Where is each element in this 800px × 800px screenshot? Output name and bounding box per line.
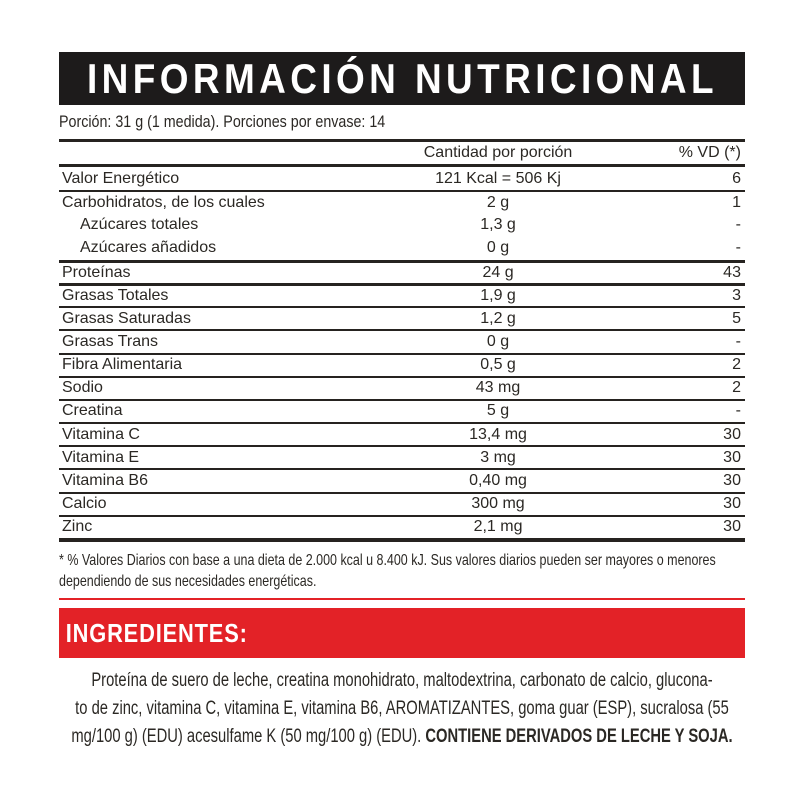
table-row: Azúcares totales 1,3 g - [59,213,745,236]
ingredients-title: INGREDIENTES: [65,617,248,648]
footnote-line: * % Valores Diarios con base a una dieta… [59,552,716,569]
row-vd-value: - [735,239,741,257]
row-nutrient-name: Proteínas [62,263,131,281]
table-header: Cantidad por porción % VD (*) [59,142,745,167]
row-amount-value: 0 g [486,332,510,350]
row-nutrient-name: Valor Energético [62,169,180,187]
row-nutrient-name: Azúcares totales [80,215,199,233]
row-amount-value: 0 g [486,239,510,257]
ingredients-text: Proteína de suero de leche, creatina mon… [59,667,745,751]
row-nutrient-name: Sodio [62,379,103,397]
allergen-warning: CONTIENE DERIVADOS DE LECHE Y SOJA. [425,726,733,747]
row-amount-value: 43 mg [475,379,521,397]
table-row: Zinc 2,1 mg 30 [59,514,745,538]
row-amount-value: 1,9 g [480,287,516,305]
row-vd-value: 30 [723,518,741,536]
header-bar: INFORMACIÓN NUTRICIONAL [59,52,745,105]
ingredients-line: mg/100 g) (EDU) acesulfame K (50 mg/100 … [59,723,745,751]
row-nutrient-name: Grasas Saturadas [62,309,191,327]
row-nutrient-name: Grasas Trans [62,332,159,350]
row-vd-value: 5 [732,309,741,327]
row-vd-value: 3 [732,287,741,305]
row-nutrient-name: Vitamina B6 [62,472,148,490]
row-vd-value: 30 [723,472,741,490]
daily-values-footnote: * % Valores Diarios con base a una dieta… [59,550,745,592]
row-vd-value: 30 [723,448,741,466]
row-nutrient-name: Carbohidratos, de los cuales [62,193,265,211]
row-vd-value: - [735,215,741,233]
table-row: Proteínas 24 g 43 [59,259,745,283]
row-amount-value: 24 g [482,263,514,281]
row-vd-value: 2 [732,356,741,374]
row-amount-value: 2,1 mg [473,518,523,536]
row-vd-value: - [735,332,741,350]
row-nutrient-name: Vitamina C [62,425,140,443]
table-row: Vitamina B6 0,40 mg 30 [59,468,745,491]
footnote-line: dependiendo de sus necesidades energétic… [59,573,317,590]
row-nutrient-name: Fibra Alimentaria [62,356,183,374]
row-vd-value: 43 [723,263,741,281]
table-row: Carbohidratos, de los cuales 2 g 1 [59,190,745,213]
row-vd-value: - [735,402,741,420]
row-vd-value: 6 [732,169,741,187]
table-row: Grasas Saturadas 1,2 g 5 [59,306,745,329]
row-amount-value: 0,40 mg [469,472,527,490]
row-nutrient-name: Grasas Totales [62,287,169,305]
page-title: INFORMACIÓN NUTRICIONAL [86,54,718,102]
ingredients-line: to de zinc, vitamina C, vitamina E, vita… [75,698,729,719]
row-vd-value: 30 [723,425,741,443]
ingredients-header-bar: INGREDIENTES: [59,608,745,658]
table-row: Grasas Trans 0 g - [59,329,745,352]
ingredients-line: Proteína de suero de leche, creatina mon… [91,670,713,691]
table-row: Calcio 300 mg 30 [59,491,745,515]
red-divider [59,598,745,600]
row-vd-value: 2 [732,379,741,397]
serving-info: Porción: 31 g (1 medida). Porciones por … [59,112,386,131]
row-amount-value: 300 mg [471,495,525,513]
row-amount-value: 1,2 g [480,309,516,327]
table-row: Fibra Alimentaria 0,5 g 2 [59,352,745,376]
table-row: Sodio 43 mg 2 [59,375,745,399]
row-amount-value: 3 mg [480,448,516,466]
table-row: Creatina 5 g - [59,398,745,422]
row-amount-value: 2 g [486,193,510,211]
row-nutrient-name: Azúcares añadidos [80,239,217,257]
row-vd-value: 30 [723,495,741,513]
row-nutrient-name: Vitamina E [62,448,140,466]
column-header-amount: Cantidad por porción [423,144,573,161]
row-amount-value: 1,3 g [480,215,516,233]
row-amount-value: 13,4 mg [469,425,527,443]
ingredients-line3-regular: mg/100 g) (EDU) acesulfame K (50 mg/100 … [71,726,426,747]
table-rows: Valor Energético 121 Kcal = 506 Kj 6 Car… [59,167,745,538]
table-row: Grasas Totales 1,9 g 3 [59,282,745,306]
row-nutrient-name: Calcio [62,495,107,513]
row-amount-value: 121 Kcal = 506 Kj [435,169,561,187]
table-row: Azúcares añadidos 0 g - [59,237,745,260]
table-row: Vitamina E 3 mg 30 [59,445,745,468]
row-amount-value: 5 g [486,402,510,420]
nutrition-table: Cantidad por porción % VD (*) Valor Ener… [59,139,745,542]
row-nutrient-name: Creatina [62,402,123,420]
column-header-vd: % VD (*) [678,144,741,161]
table-row: Vitamina C 13,4 mg 30 [59,422,745,445]
row-nutrient-name: Zinc [62,518,93,536]
row-amount-value: 0,5 g [480,356,516,374]
row-vd-value: 1 [732,193,741,211]
table-row: Valor Energético 121 Kcal = 506 Kj 6 [59,167,745,190]
